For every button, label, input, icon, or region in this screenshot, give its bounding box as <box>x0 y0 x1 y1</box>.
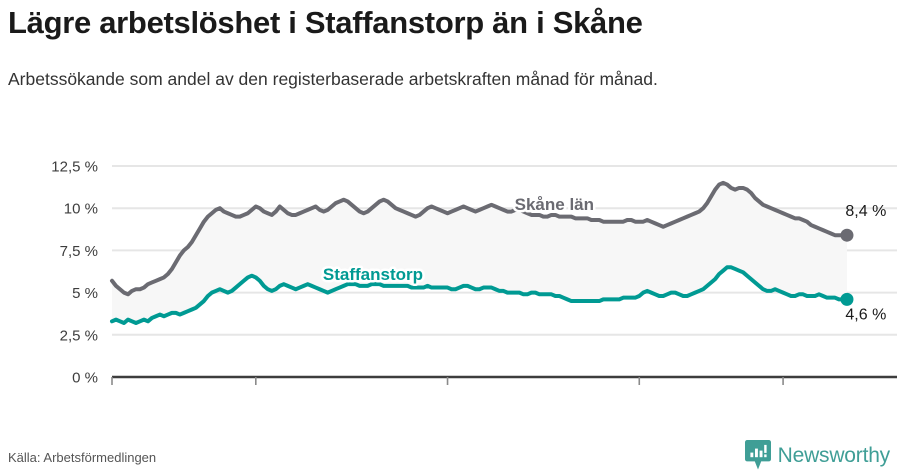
y-axis-tick-labels: 0 % 2,5 % 5 % 7,5 % 10 % 12,5 % <box>51 159 98 387</box>
page-title: Lägre arbetslöshet i Staffanstorp än i S… <box>8 5 643 40</box>
y-axis-tick-label: 10 % <box>64 201 98 218</box>
series-end-value-label: 4,6 % <box>845 307 886 324</box>
series-endpoint-dots <box>840 228 854 306</box>
series-endpoint-dot-staffanstorp <box>840 292 854 306</box>
y-axis-tick-label: 12,5 % <box>51 159 98 176</box>
y-axis-tick-label: 5 % <box>72 285 98 302</box>
band-fill-group <box>112 182 847 323</box>
chart-annotations-group: Skåne län Staffanstorp 8,4 % 4,6 % <box>320 192 886 324</box>
y-axis-tick-label: 2,5 % <box>60 327 98 344</box>
source-caption: Källa: Arbetsförmedlingen <box>8 450 157 465</box>
logo-wordmark: Newsworthy <box>777 443 891 467</box>
y-axis-tick-label: 7,5 % <box>60 243 98 260</box>
x-axis-group: 20082011201520192022 <box>111 375 897 385</box>
y-axis-tick-label: 0 % <box>72 370 98 387</box>
series-inline-label: Staffanstorp <box>323 265 423 284</box>
series-lines-group <box>110 180 849 325</box>
newsworthy-pin-barchart-icon <box>744 440 771 470</box>
chart-subtitle: Arbetssökande som andel av den registerb… <box>8 69 658 89</box>
series-inline-label: Skåne län <box>515 195 594 214</box>
chart-plot-area: 0 % 2,5 % 5 % 7,5 % 10 % 12,5 % 2008201120152… <box>0 150 900 390</box>
series-line-skane-lan <box>110 180 849 297</box>
series-end-value-label: 8,4 % <box>845 203 886 220</box>
between-series-band <box>112 182 847 323</box>
series-line-staffanstorp <box>110 265 849 325</box>
line-chart-svg: 0 % 2,5 % 5 % 7,5 % 10 % 12,5 % 2008201120152… <box>51 159 897 387</box>
newsworthy-logo: Newsworthy <box>744 440 891 470</box>
series-endpoint-dot-skane-lan <box>840 228 854 242</box>
